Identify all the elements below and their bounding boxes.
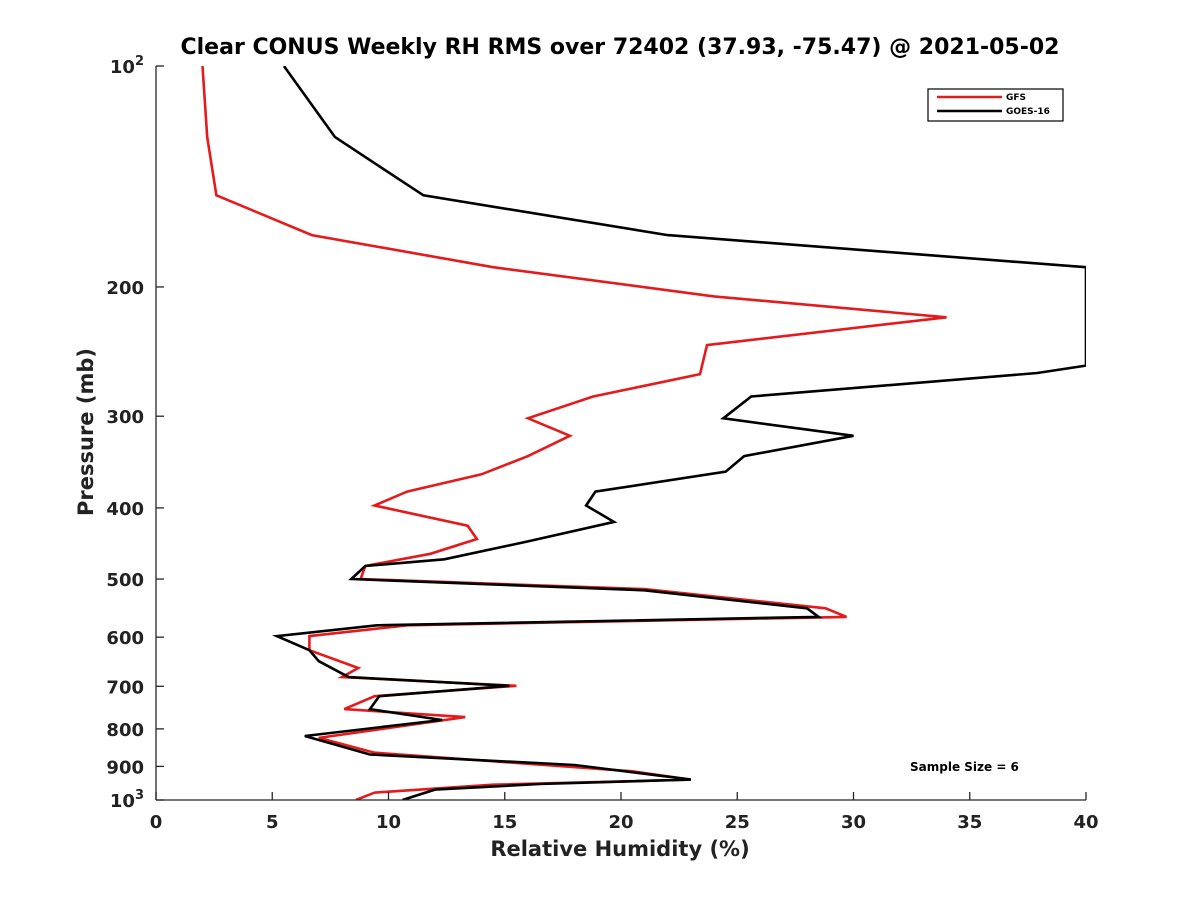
legend: GFS GOES-16	[927, 88, 1064, 122]
sample-size-annotation: Sample Size = 6	[910, 760, 1019, 774]
y-tick-label: 300	[106, 407, 144, 428]
legend-label-gfs: GFS	[1006, 93, 1026, 103]
x-tick-label: 5	[266, 812, 279, 833]
ticks-layer: 0 5 10 15 20 25 30 35 40 102 200 300 400 500 600 700 800…	[106, 54, 1098, 833]
y-tick-label: 700	[106, 677, 144, 698]
x-tick-label: 20	[608, 812, 633, 833]
legend-box	[927, 88, 1064, 122]
x-tick-label: 30	[841, 812, 866, 833]
y-tick-label: 600	[106, 628, 144, 649]
x-tick-label: 10	[376, 812, 401, 833]
x-tick-label: 0	[150, 812, 163, 833]
y-axis-label: Pressure (mb)	[74, 348, 98, 516]
y-tick-label: 800	[106, 720, 144, 741]
y-tick-label: 400	[106, 499, 144, 520]
y-tick-label: 103	[110, 788, 144, 812]
series-line-gfs	[201, 66, 947, 800]
y-tick-label: 500	[106, 570, 144, 591]
chart-title: Clear CONUS Weekly RH RMS over 72402 (37…	[181, 35, 1060, 60]
x-tick-label: 35	[957, 812, 982, 833]
series-layer	[201, 66, 1086, 800]
x-axis-label: Relative Humidity (%)	[490, 837, 749, 861]
x-tick-label: 15	[492, 812, 517, 833]
y-tick-label: 900	[106, 757, 144, 778]
y-tick-label: 102	[110, 54, 144, 78]
x-tick-label: 25	[725, 812, 750, 833]
y-tick-label: 200	[106, 278, 144, 299]
x-tick-label: 40	[1073, 812, 1098, 833]
series-line-goes16	[271, 66, 1086, 800]
legend-label-goes16: GOES-16	[1006, 107, 1050, 117]
